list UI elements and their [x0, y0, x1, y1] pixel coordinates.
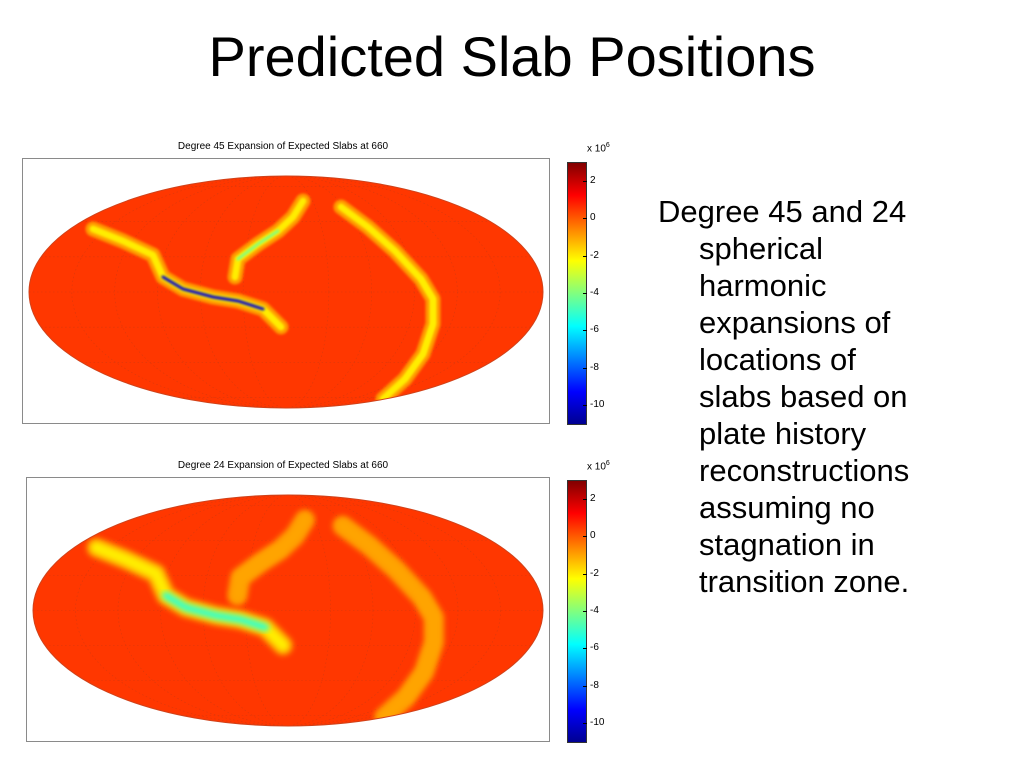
colorbar-tick — [583, 723, 587, 725]
globe-outline — [32, 494, 544, 727]
slab-map-degree-24 — [32, 494, 544, 727]
bullet-line: assuming no — [699, 490, 875, 525]
bullet-line: expansions of — [699, 305, 891, 340]
colorbar-multiplier: x 106 — [587, 142, 610, 154]
colorbar-tick-label: -2 — [590, 249, 599, 261]
colorbar-tick-label: -6 — [590, 324, 599, 336]
colorbar-tick-label: 0 — [590, 212, 596, 224]
bullet-text: Degree 45 and 24 spherical harmonic expans… — [658, 193, 988, 600]
colorbar-tick-label: -8 — [590, 679, 599, 691]
colorbar-tick — [583, 536, 587, 538]
colorbar-tick-label: -4 — [590, 605, 599, 616]
colorbar-multiplier-base: x 10 — [587, 143, 606, 155]
bullet-line: locations of — [699, 342, 856, 377]
colorbar-tick — [583, 180, 587, 182]
slab-anomaly-layer — [29, 176, 543, 408]
colorbar-tick-label: 2 — [590, 492, 596, 504]
bullet-first-line: Degree 45 and 24 — [658, 194, 907, 229]
bullet-line: spherical — [699, 231, 824, 266]
bullet-continuation: spherical harmonic expansions of locations … — [658, 230, 988, 600]
slab-anomaly-layer — [33, 495, 543, 726]
colorbar-exponent: 6 — [605, 460, 610, 467]
colorbar-gradient — [567, 480, 587, 743]
colorbar-tick — [583, 611, 587, 612]
bullet-line: transition zone. — [699, 564, 910, 599]
globe-outline — [28, 175, 544, 409]
bullet-line: slabs based on — [699, 379, 908, 414]
colorbar-tick — [583, 330, 587, 332]
colorbar-tick — [583, 293, 587, 294]
colorbar: x 106 2 0 -2 -4 -6 -8 -10 — [567, 142, 627, 430]
bullet-line: harmonic — [699, 268, 827, 303]
colorbar-tick-label: 2 — [590, 174, 596, 186]
colorbar-tick — [583, 648, 587, 650]
slab-belt-core — [236, 229, 280, 261]
slab-belt-core — [161, 275, 265, 311]
bullet-line: stagnation in — [699, 527, 875, 562]
map-title: Degree 45 Expansion of Expected Slabs at… — [177, 141, 389, 152]
colorbar-tick-label: -10 — [590, 717, 605, 729]
colorbar-tick-label: -2 — [590, 567, 599, 579]
colorbar-tick — [583, 573, 587, 575]
colorbar-tick — [583, 685, 587, 687]
colorbar-multiplier: x 106 — [587, 460, 610, 472]
bullet-line: plate history — [699, 416, 867, 451]
colorbar: x 106 2 0 -2 -4 -6 -8 -10 — [567, 460, 627, 748]
slab-map-degree-45 — [28, 175, 544, 409]
map-title: Degree 24 Expansion of Expected Slabs at… — [177, 460, 389, 471]
slab-belt-core — [403, 277, 435, 381]
slab-belt-core — [161, 591, 270, 632]
colorbar-tick-label: -10 — [590, 399, 605, 411]
colorbar-exponent: 6 — [605, 142, 610, 149]
map-frame — [26, 477, 550, 742]
colorbar-tick-label: 0 — [590, 530, 596, 542]
map-frame — [22, 158, 550, 424]
slide-title: Predicted Slab Positions — [208, 25, 816, 88]
colorbar-tick-label: -4 — [590, 287, 599, 298]
colorbar-tick — [583, 498, 587, 500]
colorbar-tick — [583, 405, 587, 407]
colorbar-tick — [583, 367, 587, 369]
slab-belt-core — [236, 545, 285, 582]
bullet-line: reconstructions — [699, 453, 910, 488]
colorbar-tick-label: -6 — [590, 642, 599, 654]
colorbar-tick — [583, 255, 587, 257]
slab-belt-core — [402, 593, 438, 702]
colorbar-tick-label: -8 — [590, 361, 599, 373]
colorbar-gradient — [567, 162, 587, 425]
colorbar-tick — [583, 218, 587, 220]
colorbar-multiplier-base: x 10 — [587, 461, 606, 473]
